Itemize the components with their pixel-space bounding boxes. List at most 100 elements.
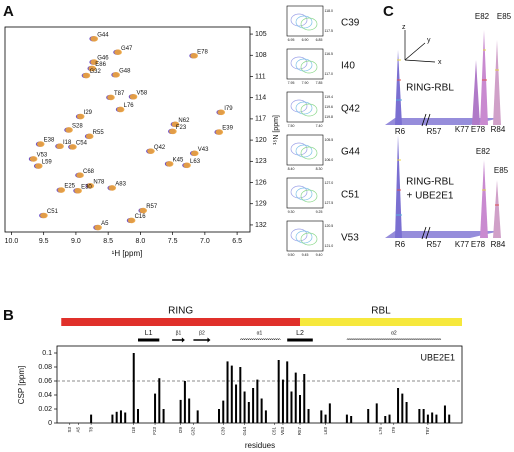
bar xyxy=(188,398,191,423)
residue-label: E85 xyxy=(497,12,512,21)
bar xyxy=(111,414,114,423)
bar xyxy=(448,414,451,423)
inset-y-tick-label: 118.0 xyxy=(325,9,334,13)
y-axis-label: CSP [ppm] xyxy=(17,366,26,405)
strand-arrow xyxy=(193,337,211,343)
x-tick-label: 8.5 xyxy=(103,238,113,245)
inset-contour xyxy=(300,232,318,246)
inset-y-tick-label: 119.8 xyxy=(325,115,334,119)
inset-y-tick-label: 119.6 xyxy=(325,105,334,109)
x-axis-label: ¹H [ppm] xyxy=(112,249,143,258)
bar xyxy=(235,384,238,423)
y-tick-label: 111 xyxy=(255,73,266,80)
peak-label: S28 xyxy=(72,124,83,130)
peak-label: G44 xyxy=(97,32,109,38)
bar xyxy=(252,388,255,423)
peak-label: C51 xyxy=(47,209,59,215)
inset-y-tick-label: 105.5 xyxy=(325,138,334,142)
bar xyxy=(324,414,327,423)
inset-contour xyxy=(295,15,313,29)
peak-contour xyxy=(90,59,98,65)
3d-spectrum xyxy=(385,135,501,240)
inset-label: G44 xyxy=(341,147,360,158)
residue-label: R84 xyxy=(491,240,506,249)
x-tick-label: C39 xyxy=(220,427,225,436)
inset-contour xyxy=(290,99,308,113)
inset-frame xyxy=(286,91,324,123)
plot-title: RING-RBL xyxy=(406,177,454,188)
x-tick-label: 9.5 xyxy=(39,238,49,245)
peak-label: E78 xyxy=(197,49,208,55)
bar xyxy=(247,402,250,423)
y-tick-label: 132 xyxy=(255,222,267,229)
peak-contour xyxy=(82,72,91,79)
strand-arrow xyxy=(172,337,185,343)
x-tick-label: T8 xyxy=(88,427,93,433)
bar xyxy=(90,414,93,423)
bar xyxy=(397,388,400,423)
ss-label: L1 xyxy=(145,330,153,337)
inset-frame xyxy=(286,48,324,80)
bar xyxy=(422,409,425,423)
peak-contour xyxy=(190,52,198,59)
bar xyxy=(264,410,267,423)
peak-label: Q42 xyxy=(154,145,166,151)
peak-label: A5 xyxy=(101,221,109,227)
inset-frame xyxy=(286,5,324,37)
inset-contour xyxy=(290,13,308,27)
x-tick-label: 10.0 xyxy=(5,238,19,245)
residue-label: K77 xyxy=(455,240,470,249)
peak-label: G32 xyxy=(89,69,101,75)
peak-contour xyxy=(139,207,147,214)
ss-label: β2 xyxy=(199,330,205,336)
bar xyxy=(443,405,446,423)
panel-letter: B xyxy=(3,307,14,324)
peak-contour xyxy=(86,183,95,189)
inset-contour xyxy=(290,185,308,199)
peak-contour xyxy=(85,133,94,140)
peak-contour xyxy=(116,106,125,113)
peak-label: V43 xyxy=(198,147,209,153)
bar xyxy=(388,414,391,423)
peak-label: L63 xyxy=(190,159,201,165)
peak-label: E25 xyxy=(64,184,75,190)
axis-letter: x xyxy=(438,59,442,66)
x-tick-label: I18 xyxy=(131,427,136,434)
bar xyxy=(328,403,331,423)
peak-label: E86 xyxy=(95,62,106,68)
x-tick-label: I29 xyxy=(178,427,183,434)
inset-x-tick-label: 7.50 xyxy=(288,124,295,128)
inset-label: I40 xyxy=(341,61,355,72)
panel-letter: A xyxy=(3,3,14,20)
inset-x-tick-label: 7.95 xyxy=(288,81,295,85)
bar xyxy=(418,409,421,423)
peak-label: N78 xyxy=(93,179,105,185)
peak-contour xyxy=(36,141,45,147)
inset-contour xyxy=(300,60,318,74)
inset-y-tick-label: 116.5 xyxy=(325,52,334,56)
y-tick-label: 0.04 xyxy=(38,392,52,399)
bar xyxy=(277,360,280,423)
peak-label: R57 xyxy=(146,204,158,210)
peak-label: E39 xyxy=(222,126,233,132)
residue-label: K77 xyxy=(455,125,470,134)
bar xyxy=(124,412,127,423)
inset-x-tick-label: 9.50 xyxy=(288,253,295,257)
plot-title: RING-RBL xyxy=(406,83,454,94)
inset-contour xyxy=(295,101,313,115)
loop-bar xyxy=(138,338,160,342)
bar xyxy=(154,393,157,423)
inset-x-tick-label: 8.40 xyxy=(288,167,295,171)
residue-label: R57 xyxy=(427,240,442,249)
bar xyxy=(218,409,220,423)
peak-label: V58 xyxy=(137,90,148,96)
peak-contour xyxy=(129,93,138,100)
bar xyxy=(375,403,378,423)
y-tick-label: 129 xyxy=(255,201,267,208)
loop-bar xyxy=(287,338,313,342)
peak-contour xyxy=(40,212,48,219)
peak-label: I29 xyxy=(84,110,93,116)
inset-contour xyxy=(295,58,313,72)
inset-contour xyxy=(300,17,318,31)
bar xyxy=(239,367,242,423)
